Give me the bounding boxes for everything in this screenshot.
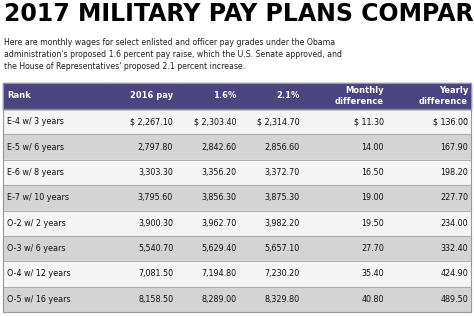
- Text: 7,194.80: 7,194.80: [201, 270, 237, 278]
- Text: E-7 w/ 10 years: E-7 w/ 10 years: [7, 193, 69, 202]
- Text: $ 136.00: $ 136.00: [433, 117, 468, 126]
- Bar: [3, 287, 471, 312]
- Bar: [3, 236, 471, 261]
- Bar: [239, 83, 302, 109]
- Text: 2017 MILITARY PAY PLANS COMPARED: 2017 MILITARY PAY PLANS COMPARED: [4, 2, 474, 26]
- Text: 3,900.30: 3,900.30: [138, 219, 173, 228]
- Text: 3,962.70: 3,962.70: [201, 219, 237, 228]
- Text: $ 2,267.10: $ 2,267.10: [130, 117, 173, 126]
- Text: Monthly
difference: Monthly difference: [335, 86, 384, 106]
- Text: E-6 w/ 8 years: E-6 w/ 8 years: [7, 168, 64, 177]
- Text: 227.70: 227.70: [440, 193, 468, 202]
- Text: 3,356.20: 3,356.20: [201, 168, 237, 177]
- Bar: [3, 160, 471, 185]
- Text: $ 2,303.40: $ 2,303.40: [194, 117, 237, 126]
- Text: O-2 w/ 2 years: O-2 w/ 2 years: [7, 219, 66, 228]
- Text: E-4 w/ 3 years: E-4 w/ 3 years: [7, 117, 64, 126]
- Text: 198.20: 198.20: [440, 168, 468, 177]
- Bar: [302, 83, 387, 109]
- Bar: [3, 83, 104, 109]
- Text: O-5 w/ 16 years: O-5 w/ 16 years: [7, 295, 71, 304]
- Bar: [3, 185, 471, 210]
- Text: $ 2,314.70: $ 2,314.70: [257, 117, 300, 126]
- Text: 2,797.80: 2,797.80: [138, 143, 173, 152]
- Text: 8,158.50: 8,158.50: [138, 295, 173, 304]
- Text: 234.00: 234.00: [440, 219, 468, 228]
- Text: $ 11.30: $ 11.30: [354, 117, 384, 126]
- Text: 7,230.20: 7,230.20: [264, 270, 300, 278]
- Text: Here are monthly wages for select enlisted and officer pay grades under the Obam: Here are monthly wages for select enlist…: [4, 38, 342, 71]
- Text: 167.90: 167.90: [440, 143, 468, 152]
- Text: Yearly
difference: Yearly difference: [419, 86, 468, 106]
- Bar: [387, 83, 471, 109]
- Text: 489.50: 489.50: [440, 295, 468, 304]
- Text: O-3 w/ 6 years: O-3 w/ 6 years: [7, 244, 65, 253]
- Text: 332.40: 332.40: [440, 244, 468, 253]
- Text: E-5 w/ 6 years: E-5 w/ 6 years: [7, 143, 64, 152]
- Text: 3,856.30: 3,856.30: [201, 193, 237, 202]
- Text: 2016 pay: 2016 pay: [130, 92, 173, 100]
- Bar: [3, 83, 471, 312]
- Text: 14.00: 14.00: [361, 143, 384, 152]
- Text: 19.00: 19.00: [361, 193, 384, 202]
- Bar: [3, 134, 471, 160]
- Text: 8,329.80: 8,329.80: [264, 295, 300, 304]
- Text: 2,856.60: 2,856.60: [264, 143, 300, 152]
- Text: 7,081.50: 7,081.50: [138, 270, 173, 278]
- Text: 27.70: 27.70: [361, 244, 384, 253]
- Text: Rank: Rank: [7, 92, 31, 100]
- Text: 5,629.40: 5,629.40: [201, 244, 237, 253]
- Text: 5,657.10: 5,657.10: [264, 244, 300, 253]
- Text: O-4 w/ 12 years: O-4 w/ 12 years: [7, 270, 71, 278]
- Text: 2,842.60: 2,842.60: [201, 143, 237, 152]
- Text: 3,875.30: 3,875.30: [264, 193, 300, 202]
- Text: 3,982.20: 3,982.20: [264, 219, 300, 228]
- Text: 8,289.00: 8,289.00: [201, 295, 237, 304]
- Text: 1.6%: 1.6%: [213, 92, 237, 100]
- Bar: [104, 83, 176, 109]
- Text: 2.1%: 2.1%: [276, 92, 300, 100]
- Text: 35.40: 35.40: [361, 270, 384, 278]
- Text: 3,795.60: 3,795.60: [138, 193, 173, 202]
- Text: 19.50: 19.50: [361, 219, 384, 228]
- Bar: [3, 210, 471, 236]
- Text: 424.90: 424.90: [440, 270, 468, 278]
- Text: 5,540.70: 5,540.70: [138, 244, 173, 253]
- Text: 16.50: 16.50: [361, 168, 384, 177]
- Bar: [176, 83, 239, 109]
- Text: 3,372.70: 3,372.70: [264, 168, 300, 177]
- Bar: [3, 261, 471, 287]
- Bar: [3, 109, 471, 134]
- Text: 3,303.30: 3,303.30: [138, 168, 173, 177]
- Text: 40.80: 40.80: [361, 295, 384, 304]
